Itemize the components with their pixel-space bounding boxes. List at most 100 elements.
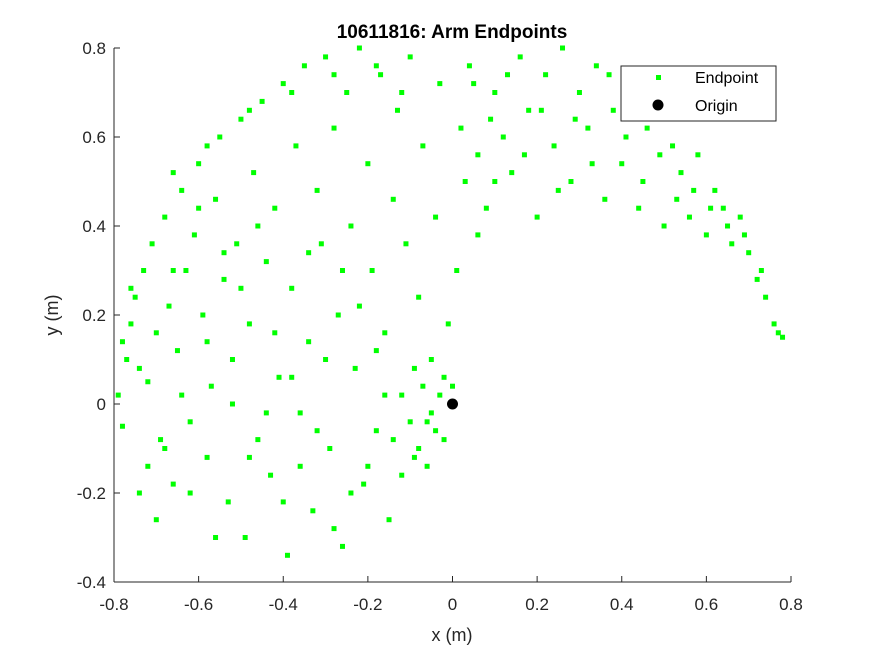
endpoint-point (289, 374, 295, 380)
endpoint-point (234, 241, 240, 247)
endpoint-point (344, 90, 350, 95)
y-tick-label: 0.4 (82, 217, 106, 236)
y-axis-label: y (m) (42, 295, 62, 336)
endpoint-point (568, 179, 574, 184)
endpoint-point (462, 179, 468, 184)
endpoint-point (420, 383, 426, 389)
y-tick-label: 0.2 (82, 306, 106, 325)
endpoint-point (280, 81, 286, 87)
endpoint-point (623, 134, 629, 140)
y-tick-label: 0.6 (82, 128, 106, 147)
endpoint-point (289, 285, 295, 291)
endpoint-point (657, 152, 663, 158)
endpoint-point (132, 294, 138, 300)
endpoint-point (526, 107, 532, 113)
endpoint-point (149, 241, 155, 247)
endpoint-point (450, 383, 455, 389)
endpoint-point (428, 357, 434, 362)
endpoint-point (348, 490, 354, 496)
endpoint-point (517, 54, 523, 60)
endpoint-point (758, 268, 764, 273)
endpoint-point (437, 392, 443, 398)
endpoint-point (213, 196, 219, 202)
endpoint-point (124, 357, 130, 362)
endpoint-point (331, 526, 337, 532)
endpoint-point (407, 419, 413, 425)
endpoint-point (407, 54, 413, 60)
endpoint-point (365, 463, 371, 469)
endpoint-point (433, 214, 439, 220)
endpoint-point (246, 454, 252, 460)
endpoint-point (327, 446, 333, 451)
endpoint-point (310, 508, 316, 514)
legend-origin-label: Origin (695, 98, 738, 115)
endpoint-point (183, 268, 189, 273)
legend-origin-marker (652, 99, 664, 111)
endpoint-point (208, 383, 214, 389)
endpoint-point (741, 232, 747, 238)
endpoint-point (204, 454, 210, 460)
endpoint-point (263, 410, 269, 416)
endpoint-point (661, 223, 667, 229)
endpoint-point (466, 63, 472, 69)
endpoint-point (390, 437, 396, 443)
endpoint-point (251, 170, 257, 176)
endpoint-point (369, 268, 375, 273)
x-tick-label: -0.8 (99, 595, 128, 614)
endpoint-point (416, 294, 422, 300)
endpoint-point (636, 205, 642, 211)
endpoint-point (213, 535, 219, 540)
endpoint-point (170, 170, 176, 176)
endpoint-point (255, 223, 261, 229)
endpoint-point (179, 392, 185, 398)
chart-title: 10611816: Arm Endpoints (337, 22, 568, 43)
endpoint-point (708, 205, 714, 211)
endpoint-point (204, 143, 210, 149)
endpoint-point (475, 152, 481, 158)
data-points (115, 45, 786, 558)
endpoint-point (272, 330, 278, 336)
endpoint-point (221, 250, 227, 256)
endpoint-point (454, 268, 460, 273)
endpoint-point (339, 268, 345, 273)
endpoint-point (179, 187, 185, 193)
endpoint-point (280, 499, 286, 505)
endpoint-point (729, 241, 735, 247)
y-ticks: -0.4 -0.2 0 0.2 0.4 0.6 0.8 (77, 39, 120, 592)
endpoint-point (521, 152, 527, 158)
endpoint-point (500, 134, 506, 140)
endpoint-point (314, 187, 320, 193)
plot-area (114, 48, 791, 582)
x-tick-label: 0.4 (610, 595, 634, 614)
endpoint-point (619, 161, 625, 167)
endpoint-point (678, 170, 684, 176)
endpoint-point (297, 463, 303, 469)
endpoint-point (162, 446, 168, 451)
endpoint-point (352, 365, 358, 371)
legend-box (620, 65, 777, 122)
endpoint-point (229, 401, 235, 407)
endpoint-point (373, 63, 379, 69)
endpoint-point (145, 463, 151, 469)
endpoint-point (259, 98, 265, 104)
endpoint-point (428, 410, 434, 416)
endpoint-point (229, 357, 235, 362)
endpoint-point (297, 410, 303, 416)
endpoint-point (378, 72, 384, 78)
endpoint-point (602, 196, 608, 202)
endpoint-point (217, 134, 223, 140)
endpoint-point (483, 205, 489, 211)
x-tick-label: 0 (448, 595, 457, 614)
endpoint-point (746, 250, 752, 256)
endpoint-point (263, 259, 269, 265)
endpoint-point (289, 90, 295, 95)
endpoint-point (238, 285, 244, 291)
endpoint-point (737, 214, 743, 220)
endpoint-point (323, 357, 329, 362)
endpoint-point (670, 143, 676, 149)
endpoint-point (301, 63, 307, 69)
endpoint-point (475, 232, 481, 238)
endpoint-point (593, 63, 599, 69)
endpoint-point (246, 321, 252, 327)
